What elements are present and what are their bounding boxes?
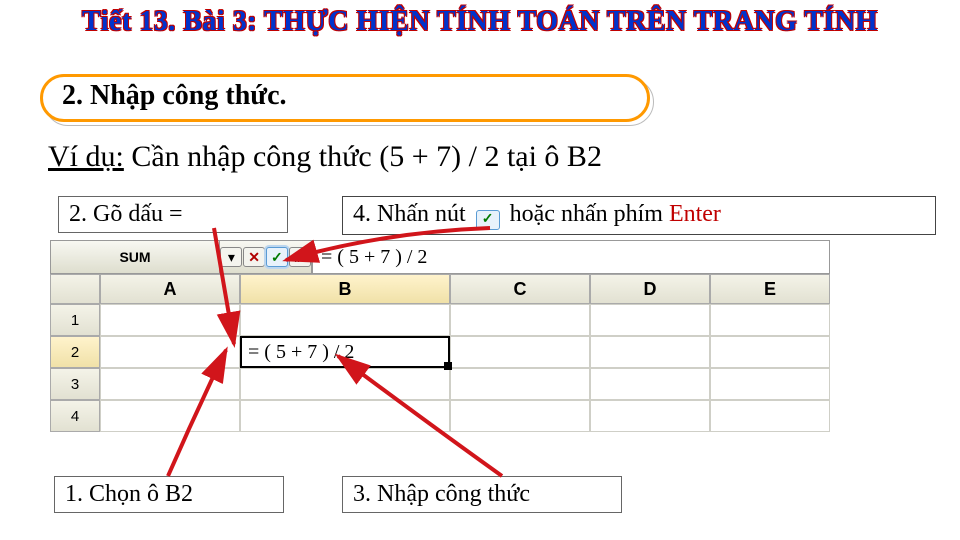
- cell-C2[interactable]: [450, 336, 590, 368]
- formula-bar-row: SUM ▾ ✕ ✓ fx = ( 5 + 7 ) / 2: [50, 240, 830, 274]
- fx-icon[interactable]: fx: [289, 247, 311, 267]
- col-B[interactable]: B: [240, 274, 450, 304]
- row-header-4[interactable]: 4: [50, 400, 100, 432]
- check-icon: ✓: [476, 210, 500, 230]
- row-2: 2 = ( 5 + 7 ) / 2: [50, 336, 830, 368]
- spreadsheet: SUM ▾ ✕ ✓ fx = ( 5 + 7 ) / 2 A B C D E 1…: [50, 240, 830, 432]
- step-3-box: 3. Nhập công thức: [342, 476, 622, 513]
- cell-B4[interactable]: [240, 400, 450, 432]
- col-A[interactable]: A: [100, 274, 240, 304]
- section-heading: 2. Nhập công thức.: [62, 80, 287, 112]
- cell-D2[interactable]: [590, 336, 710, 368]
- row-4: 4: [50, 400, 830, 432]
- cell-A4[interactable]: [100, 400, 240, 432]
- cancel-icon[interactable]: ✕: [243, 247, 265, 267]
- step-4-box: 4. Nhấn nút ✓ hoặc nhấn phím Enter: [342, 196, 936, 235]
- cell-E2[interactable]: [710, 336, 830, 368]
- enter-icon[interactable]: ✓: [266, 247, 288, 267]
- dropdown-icon[interactable]: ▾: [220, 247, 242, 267]
- col-E[interactable]: E: [710, 274, 830, 304]
- row-header-3[interactable]: 3: [50, 368, 100, 400]
- col-D[interactable]: D: [590, 274, 710, 304]
- row-1: 1: [50, 304, 830, 336]
- cell-A3[interactable]: [100, 368, 240, 400]
- cell-E4[interactable]: [710, 400, 830, 432]
- cell-A2[interactable]: [100, 336, 240, 368]
- formula-bar[interactable]: = ( 5 + 7 ) / 2: [312, 240, 830, 274]
- cell-D1[interactable]: [590, 304, 710, 336]
- example-line: Ví dụ: Cần nhập công thức (5 + 7) / 2 tạ…: [48, 140, 602, 174]
- step-2-box: 2. Gõ dấu =: [58, 196, 288, 233]
- row-3: 3: [50, 368, 830, 400]
- step-4-mid: hoặc nhấn phím: [510, 201, 663, 227]
- example-text: Cần nhập công thức (5 + 7) / 2 tại ô B2: [131, 140, 602, 173]
- cell-B3[interactable]: [240, 368, 450, 400]
- name-box[interactable]: SUM: [50, 240, 220, 274]
- cell-D4[interactable]: [590, 400, 710, 432]
- cell-B1[interactable]: [240, 304, 450, 336]
- cell-D3[interactable]: [590, 368, 710, 400]
- col-C[interactable]: C: [450, 274, 590, 304]
- example-label: Ví dụ:: [48, 140, 124, 173]
- cell-C1[interactable]: [450, 304, 590, 336]
- cell-E3[interactable]: [710, 368, 830, 400]
- cell-B2[interactable]: = ( 5 + 7 ) / 2: [240, 336, 450, 368]
- column-headers: A B C D E: [50, 274, 830, 304]
- cell-A1[interactable]: [100, 304, 240, 336]
- cell-E1[interactable]: [710, 304, 830, 336]
- cell-C3[interactable]: [450, 368, 590, 400]
- enter-key-label: Enter: [669, 201, 721, 227]
- row-header-2[interactable]: 2: [50, 336, 100, 368]
- corner-cell[interactable]: [50, 274, 100, 304]
- formula-buttons: ▾ ✕ ✓ fx: [220, 240, 312, 274]
- step-1-box: 1. Chọn ô B2: [54, 476, 284, 513]
- row-header-1[interactable]: 1: [50, 304, 100, 336]
- cell-C4[interactable]: [450, 400, 590, 432]
- step-4-prefix: 4. Nhấn nút: [353, 201, 466, 227]
- slide-title: Tiết 13. Bài 3: THỰC HIỆN TÍNH TOÁN TRÊN…: [0, 6, 960, 38]
